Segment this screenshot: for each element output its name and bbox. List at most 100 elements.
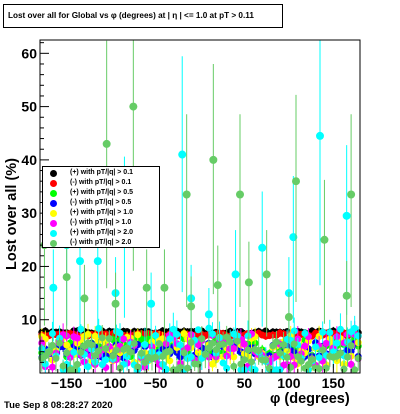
chart-marks <box>38 40 362 374</box>
data-point <box>116 364 124 372</box>
data-point <box>230 345 238 353</box>
data-point <box>134 363 142 371</box>
x-tick-label: −100 <box>95 375 127 391</box>
data-point <box>49 283 58 292</box>
x-tick-label: 0 <box>196 375 204 391</box>
data-point <box>240 356 248 364</box>
data-point <box>262 356 270 364</box>
data-point <box>336 349 344 357</box>
data-point <box>134 331 142 339</box>
data-point <box>166 347 174 355</box>
data-point <box>212 346 220 354</box>
data-point <box>141 341 149 349</box>
data-point <box>52 354 60 362</box>
data-point <box>77 325 85 333</box>
data-point <box>347 360 355 368</box>
data-point <box>176 341 184 349</box>
legend-label: (+) with pT/|q| > 0.1 <box>70 169 134 176</box>
legend-marker <box>50 170 57 177</box>
data-point <box>244 278 253 287</box>
data-point <box>77 348 85 356</box>
data-point <box>248 358 256 366</box>
data-point <box>112 346 120 354</box>
legend-entry: (-) with pT/|q| > 1.0 <box>43 218 159 228</box>
legend-marker <box>50 210 57 217</box>
data-point <box>276 349 284 357</box>
data-point <box>155 340 163 348</box>
data-point <box>244 346 252 354</box>
data-point <box>265 364 273 372</box>
legend-entry: (+) with pT/|q| > 2.0 <box>43 228 159 238</box>
legend-entry: (-) with pT/|q| > 2.0 <box>43 238 159 248</box>
data-point <box>347 342 355 350</box>
data-point <box>166 335 174 343</box>
data-point <box>59 362 67 370</box>
data-point <box>102 356 110 364</box>
data-point <box>312 343 320 351</box>
data-point <box>109 352 117 360</box>
data-point <box>80 294 89 303</box>
data-point <box>173 330 181 338</box>
legend-label: (-) with pT/|q| > 0.1 <box>70 179 132 186</box>
data-point <box>176 363 184 371</box>
legend-marker <box>50 200 57 207</box>
data-point <box>304 361 312 369</box>
data-point <box>166 357 174 365</box>
data-point <box>258 243 267 252</box>
legend-marker <box>50 230 57 237</box>
data-point <box>251 366 259 374</box>
data-point <box>230 362 238 370</box>
data-point <box>209 155 218 164</box>
legend-entry: (-) with pT/|q| > 0.1 <box>43 178 159 188</box>
y-tick-label: 30 <box>21 205 37 221</box>
legend-marker <box>50 240 57 247</box>
data-point <box>152 331 160 339</box>
y-tick-label: 20 <box>21 258 37 274</box>
data-point <box>184 344 192 352</box>
data-point <box>116 329 124 337</box>
x-axis-label: φ (degrees) <box>270 391 350 407</box>
data-point <box>48 341 56 349</box>
data-point <box>319 346 327 354</box>
data-point <box>147 299 156 308</box>
y-axis-label: Lost over all (%) <box>4 158 20 270</box>
data-point <box>231 270 240 279</box>
data-point <box>262 270 271 279</box>
y-tick-label: 40 <box>21 152 37 168</box>
data-point <box>73 360 81 368</box>
data-point <box>180 329 188 337</box>
data-point <box>315 354 323 362</box>
x-tick-label: −150 <box>51 375 83 391</box>
data-point <box>184 364 192 372</box>
legend-entry: (+) with pT/|q| > 0.5 <box>43 188 159 198</box>
data-point <box>84 363 92 371</box>
data-point <box>152 353 160 361</box>
data-point <box>127 348 135 356</box>
x-tick-label: 100 <box>277 375 301 391</box>
data-point <box>236 190 244 199</box>
data-point <box>292 177 300 186</box>
data-point <box>48 330 56 338</box>
data-point <box>178 150 187 159</box>
data-point <box>240 340 248 348</box>
chart-title: Lost over all for Global vs φ (degrees) … <box>3 4 283 28</box>
legend-entry: (+) with pT/|q| > 0.1 <box>43 168 159 178</box>
data-point <box>95 324 103 332</box>
data-point <box>95 347 103 355</box>
data-point <box>88 341 96 349</box>
data-point <box>223 364 231 372</box>
data-point <box>160 283 169 292</box>
legend-label: (+) with pT/|q| > 2.0 <box>70 229 134 236</box>
data-point <box>141 359 149 367</box>
axes: 10 20 30 40 50 60 −150 −100 −50 0 50 100 150 <box>21 42 352 391</box>
data-point <box>194 348 202 356</box>
data-point <box>290 327 298 335</box>
data-point <box>213 281 222 290</box>
timestamp: Tue Sep 8 08:28:27 2020 <box>4 400 113 411</box>
legend-entry: (+) with pT/|q| > 1.0 <box>43 208 159 218</box>
data-point <box>204 310 213 319</box>
data-point <box>98 334 106 342</box>
data-point <box>76 257 84 266</box>
data-point <box>316 131 324 140</box>
